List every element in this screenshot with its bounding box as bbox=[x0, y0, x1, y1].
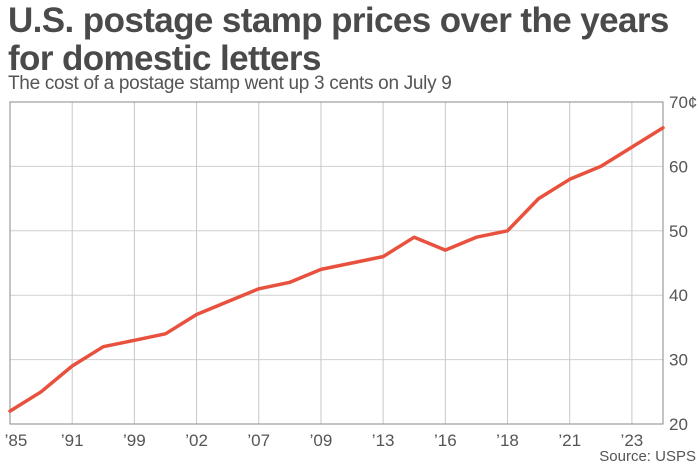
series-line bbox=[8, 126, 665, 413]
x-tick-label: ’91 bbox=[61, 431, 84, 450]
x-tick-label: ’21 bbox=[558, 431, 581, 450]
x-tick-label: ’16 bbox=[434, 431, 457, 450]
x-tick-label: ’18 bbox=[496, 431, 519, 450]
y-tick-label: 40 bbox=[669, 286, 688, 305]
y-tick-label: 60 bbox=[669, 157, 688, 176]
y-tick-label: 20 bbox=[669, 415, 688, 434]
y-tick-label: 70¢ bbox=[669, 93, 697, 112]
x-tick-label: ’07 bbox=[247, 431, 270, 450]
chart-subtitle: The cost of a postage stamp went up 3 ce… bbox=[8, 73, 452, 94]
x-axis-ticks: ’85 ’91 ’99 ’02 ’07 ’09 ’13 ’16 ’18 ’21 ’23 bbox=[5, 431, 644, 450]
x-tick-label: ’85 bbox=[5, 431, 28, 450]
series-group bbox=[8, 126, 665, 413]
x-tick-label: ’09 bbox=[310, 431, 333, 450]
chart-title: U.S. postage stamp prices over the years… bbox=[8, 1, 669, 78]
x-tick-label: ’99 bbox=[123, 431, 146, 450]
x-tick-label: ’13 bbox=[372, 431, 395, 450]
y-tick-label: 30 bbox=[669, 351, 688, 370]
x-tick-label: ’02 bbox=[185, 431, 208, 450]
grid-lines bbox=[10, 102, 663, 424]
source-note: Source: USPS bbox=[599, 448, 696, 465]
x-tick-label: ’23 bbox=[621, 431, 644, 450]
plot-frame bbox=[9, 101, 664, 425]
y-axis-ticks: 20 30 40 50 60 70¢ bbox=[669, 93, 697, 434]
y-tick-label: 50 bbox=[669, 222, 688, 241]
